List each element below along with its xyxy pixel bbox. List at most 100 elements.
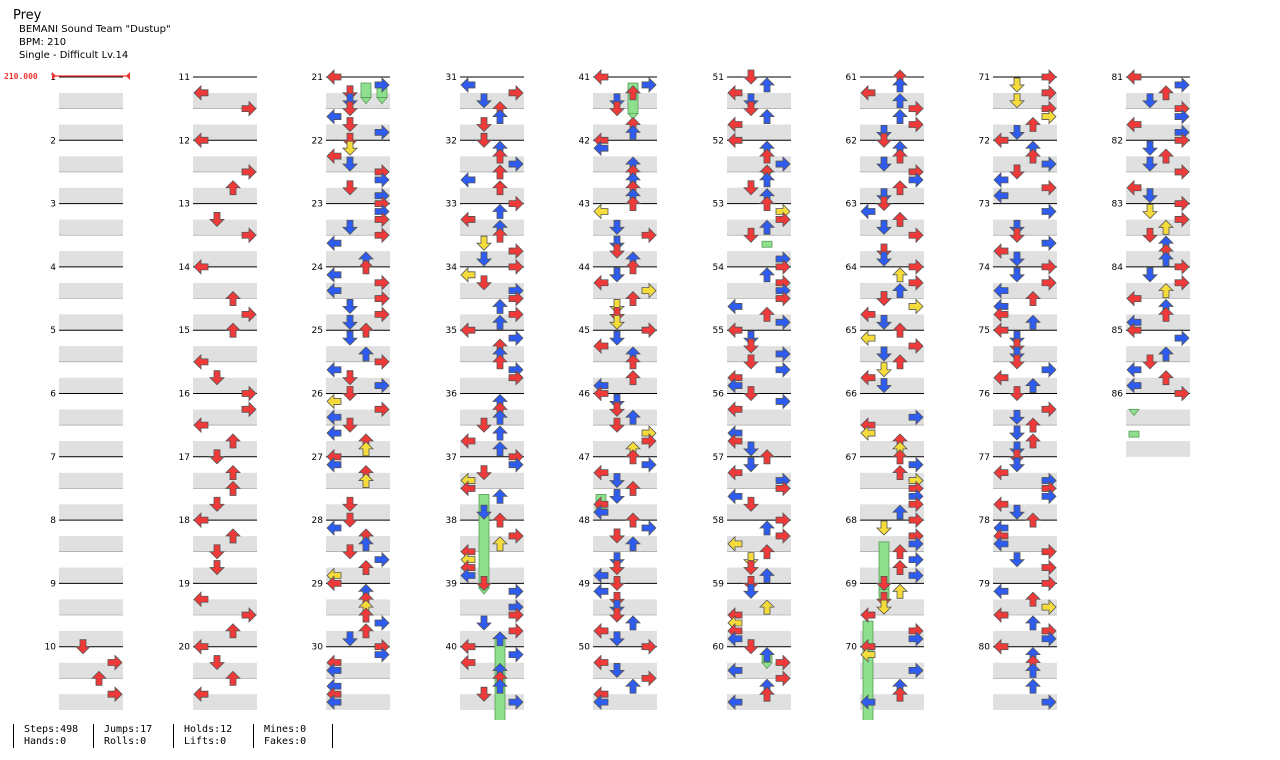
measure-9: 9 (50, 579, 123, 647)
note-arrow (342, 299, 358, 314)
note-arrow (1009, 77, 1025, 93)
measure-number: 74 (979, 263, 991, 273)
measure-number: 21 (312, 73, 323, 83)
measure-number: 77 (979, 453, 990, 463)
measure-39: 39 (446, 579, 524, 647)
note-arrow (326, 267, 342, 283)
measure-83: 83 (1112, 200, 1190, 267)
note-arrow (1009, 552, 1025, 568)
measure-26: 26 (312, 390, 390, 457)
note-arrow (492, 488, 508, 504)
measure-29: 29 (312, 579, 390, 647)
note-arrow (1009, 267, 1025, 283)
note-arrow (326, 520, 342, 536)
note-arrow (593, 583, 609, 599)
note-arrow (892, 583, 908, 599)
measure-49: 49 (579, 579, 657, 647)
note-arrow (1025, 615, 1041, 631)
measure-65: 65 (846, 326, 924, 394)
note-arrow (1174, 330, 1190, 346)
measure-51: 51 (713, 73, 791, 141)
measure-number: 69 (846, 579, 858, 589)
measure-84: 84 (1112, 263, 1190, 331)
measure-number: 63 (846, 200, 857, 210)
measure-60: 60 (713, 643, 791, 710)
note-arrow (743, 583, 759, 599)
measure-number: 36 (446, 390, 458, 400)
measure-40: 40 (446, 643, 524, 710)
measure-5: 5 (50, 326, 123, 394)
measure-number: 33 (446, 200, 457, 210)
measure-80: 80 (979, 643, 1057, 710)
stats-col-holds: Holds:12 Lifts:0 (173, 724, 232, 748)
measure-42: 42 (579, 136, 657, 204)
measure-number: 51 (713, 73, 724, 83)
hold-1 (360, 82, 372, 105)
measure-number: 70 (846, 643, 858, 653)
measure-number: 31 (446, 73, 457, 83)
note-arrow (476, 235, 492, 251)
measure-23: 23 (312, 200, 390, 267)
measure-25: 25 (312, 326, 390, 394)
measure-6: 6 (50, 390, 123, 457)
song-difficulty: Single - Difficult Lv.14 (19, 50, 129, 61)
measure-number: 53 (713, 200, 724, 210)
note-arrow (1126, 362, 1142, 378)
measure-number: 68 (846, 516, 858, 526)
stat-lifts: Lifts:0 (184, 736, 227, 747)
measure-number: 85 (1112, 326, 1123, 336)
note-arrow (593, 204, 609, 219)
song-header: Prey BEMANI Sound Team "Dustup" BPM: 210… (13, 8, 171, 62)
measure-18: 18 (179, 516, 257, 584)
measure-number: 23 (312, 200, 323, 210)
measure-number: 16 (179, 390, 191, 400)
note-arrow (326, 362, 342, 378)
measure-number: 28 (312, 516, 324, 526)
note-arrow (1174, 77, 1190, 93)
note-arrow (775, 362, 791, 378)
measure-number: 20 (179, 643, 191, 653)
measure-number: 39 (446, 579, 458, 589)
note-arrow (1041, 362, 1057, 378)
measure-number: 45 (579, 326, 590, 336)
measure-number: 22 (312, 136, 323, 146)
measure-57: 57 (713, 453, 791, 521)
measure-41: 41 (579, 73, 657, 141)
note-arrow (775, 394, 791, 409)
measure-14: 14 (179, 263, 257, 331)
stat-rolls: Rolls:0 (104, 736, 147, 747)
measure-number: 81 (1112, 73, 1123, 83)
measure-37: 37 (446, 453, 524, 521)
measure-38: 38 (446, 516, 524, 584)
stat-fakes: Fakes:0 (264, 736, 307, 747)
note-arrow (625, 615, 641, 631)
measure-number: 3 (50, 200, 56, 210)
measure-59: 59 (713, 579, 791, 647)
stats-col-steps: Steps:498 Hands:0 (13, 724, 78, 748)
note-arrow (593, 69, 609, 85)
measure-number: 47 (579, 453, 590, 463)
measure-number: 65 (846, 326, 857, 336)
measure-48: 48 (579, 516, 657, 584)
measure-number: 14 (179, 263, 191, 273)
note-arrow (492, 109, 508, 124)
measure-number: 24 (312, 263, 324, 273)
step-chart: 1234567891011121314151617181920212223242… (4, 69, 1190, 720)
note-arrow (1025, 678, 1041, 694)
note-arrow (326, 69, 342, 85)
measure-27: 27 (312, 453, 390, 521)
measure-number: 30 (312, 643, 324, 653)
note-arrow (374, 615, 390, 631)
measure-number: 64 (846, 263, 858, 273)
measure-number: 79 (979, 579, 991, 589)
measure-4: 4 (50, 263, 123, 331)
note-arrow (759, 520, 775, 536)
note-arrow (860, 204, 876, 219)
note-arrow (508, 647, 524, 663)
stat-jumps: Jumps:17 (104, 724, 153, 735)
measure-46: 46 (579, 390, 657, 457)
note-arrow (326, 235, 342, 251)
measure-number: 62 (846, 136, 857, 146)
note-arrow (1041, 235, 1057, 251)
measure-31: 31 (446, 73, 524, 141)
